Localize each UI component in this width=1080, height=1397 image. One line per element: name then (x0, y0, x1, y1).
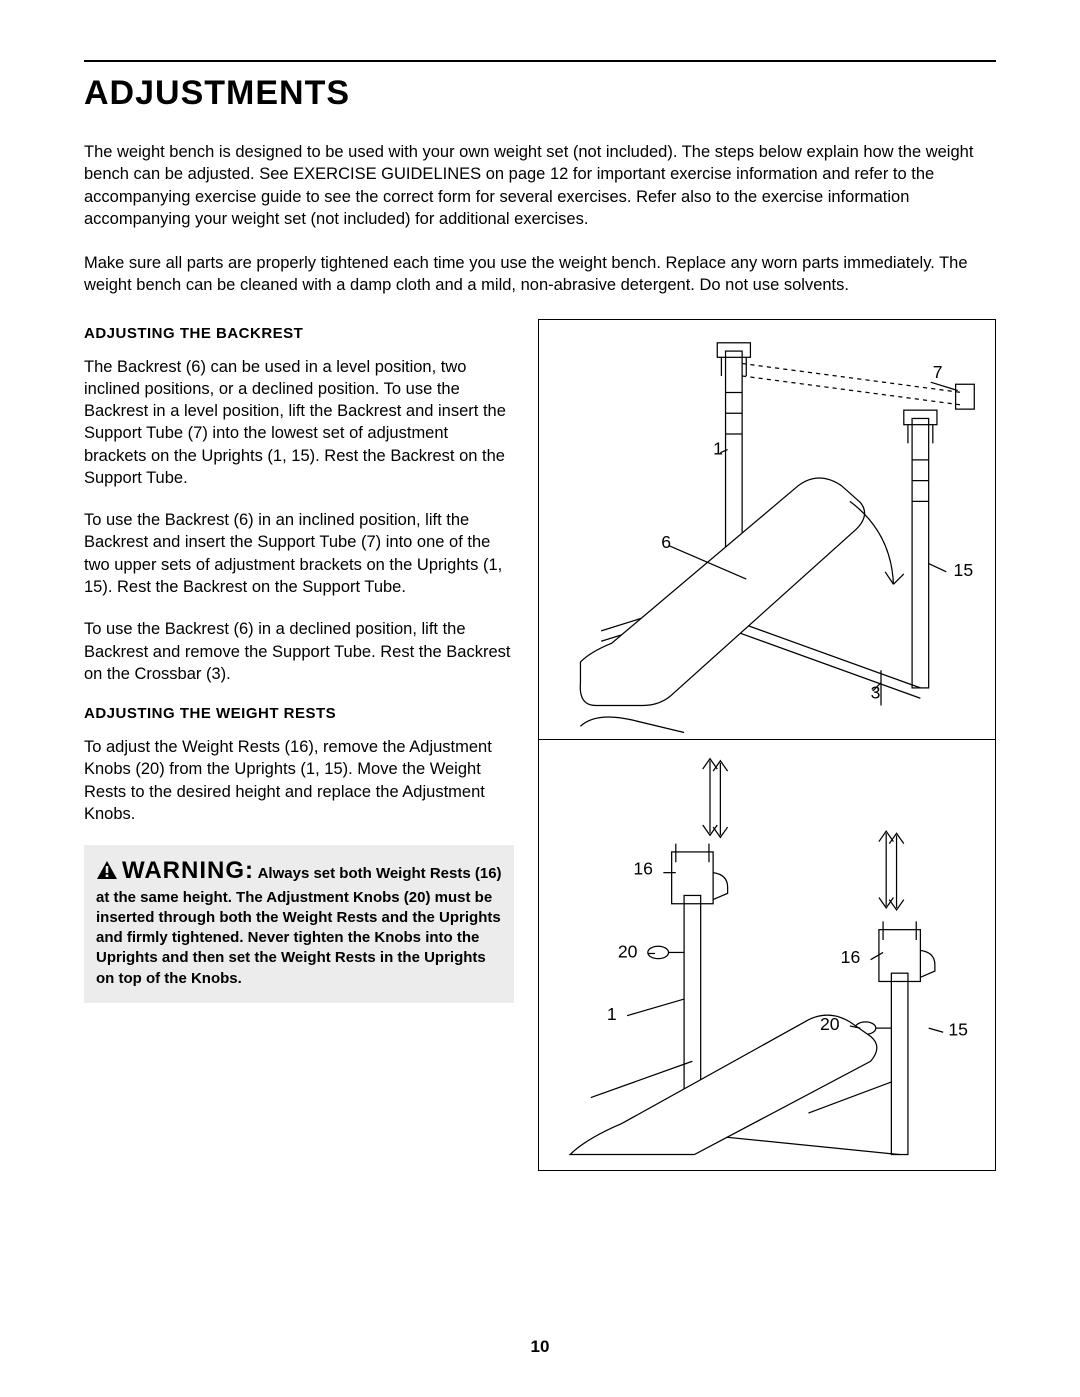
warning-lead: WARNING: (122, 857, 254, 884)
weightrests-heading: ADJUSTING THE WEIGHT RESTS (84, 705, 514, 722)
callout-1b: 1 (607, 1004, 617, 1024)
backrest-p1: The Backrest (6) can be used in a level … (84, 356, 514, 490)
callout-7: 7 (933, 362, 943, 382)
page: ADJUSTMENTS The weight bench is designed… (0, 0, 1080, 1211)
callout-6: 6 (661, 532, 671, 552)
diagram-container: 7 1 6 15 3 (538, 319, 996, 1171)
top-rule (84, 60, 996, 62)
backrest-p3: To use the Backrest (6) in a declined po… (84, 618, 514, 685)
left-column: ADJUSTING THE BACKREST The Backrest (6) … (84, 319, 514, 1003)
backrest-heading: ADJUSTING THE BACKREST (84, 325, 514, 342)
callout-1: 1 (713, 438, 723, 458)
two-column-layout: ADJUSTING THE BACKREST The Backrest (6) … (84, 319, 996, 1171)
diagram-top: 7 1 6 15 3 (539, 320, 995, 741)
warning-triangle-icon (96, 860, 118, 886)
weightrests-p1: To adjust the Weight Rests (16), remove … (84, 736, 514, 825)
warning-text: WARNING: Always set both Weight Rests (1… (96, 855, 502, 989)
diagram-bottom: 16 20 1 16 20 15 (539, 740, 995, 1170)
callout-20b: 20 (820, 1014, 840, 1034)
page-number: 10 (0, 1337, 1080, 1357)
callout-15b: 15 (948, 1019, 968, 1039)
callout-16b: 16 (841, 947, 861, 967)
callout-15: 15 (954, 560, 974, 580)
intro-paragraph-1: The weight bench is designed to be used … (84, 141, 996, 230)
intro-block: The weight bench is designed to be used … (84, 141, 996, 297)
right-column: 7 1 6 15 3 (538, 319, 996, 1171)
warning-box: WARNING: Always set both Weight Rests (1… (84, 845, 514, 1003)
weightrest-diagram-svg: 16 20 1 16 20 15 (539, 740, 995, 1165)
intro-paragraph-2: Make sure all parts are properly tighten… (84, 252, 996, 297)
callout-20a: 20 (618, 942, 638, 962)
backrest-p2: To use the Backrest (6) in an inclined p… (84, 509, 514, 598)
callout-3: 3 (871, 682, 881, 702)
callout-16a: 16 (633, 859, 653, 879)
backrest-diagram-svg: 7 1 6 15 3 (539, 320, 995, 735)
page-title: ADJUSTMENTS (84, 74, 996, 113)
